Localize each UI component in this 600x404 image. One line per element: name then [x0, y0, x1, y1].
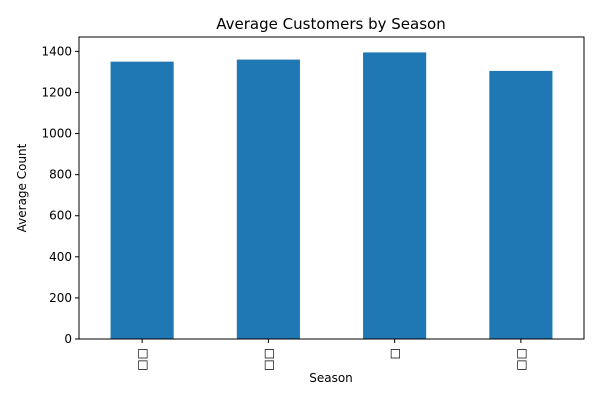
y-tick-label-1: 200: [49, 291, 72, 305]
chart-title: Average Customers by Season: [216, 15, 445, 33]
y-tick-label-3: 600: [49, 209, 72, 223]
y-tick-label-4: 800: [49, 168, 72, 182]
bar-0: [110, 61, 174, 340]
y-tick-label-7: 1400: [41, 44, 72, 58]
y-axis-ticks: 0 200 400 600 800 1000 1200 1400: [41, 44, 79, 346]
y-tick-label-2: 400: [49, 250, 72, 264]
bars-group: [110, 52, 553, 340]
y-tick-label-0: 0: [64, 332, 72, 346]
y-tick-label-6: 1200: [41, 85, 72, 99]
x-axis-label: Season: [309, 371, 353, 385]
x-tick-label-2: □: [388, 348, 402, 359]
x-tick-label-3: □□: [514, 348, 528, 371]
bar-2: [363, 52, 427, 339]
y-tick-label-5: 1000: [41, 127, 72, 141]
x-tick-label-0: □□: [135, 348, 149, 371]
bar-1: [236, 59, 300, 339]
plot-frame: [78, 36, 585, 340]
x-tick-label-1: □□: [261, 348, 275, 371]
x-axis-ticks: □□ □□ □ □□: [135, 339, 528, 371]
bar-3: [489, 70, 553, 340]
y-axis-label: Average Count: [15, 143, 29, 232]
